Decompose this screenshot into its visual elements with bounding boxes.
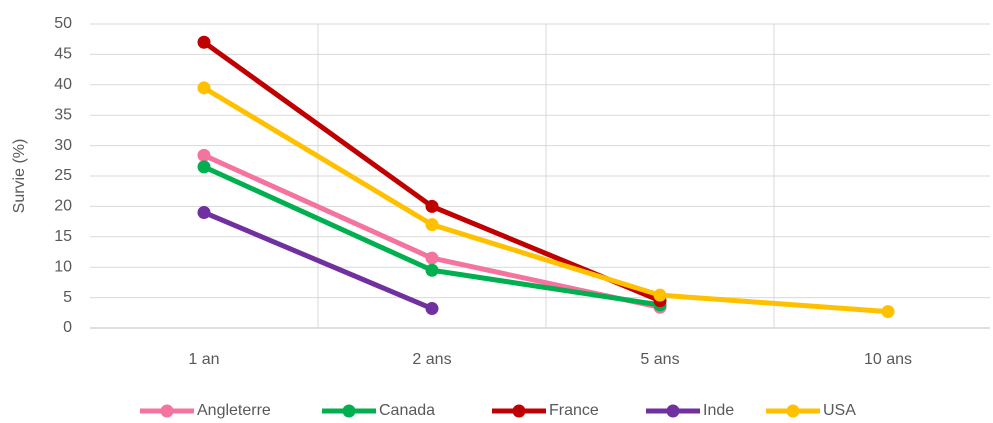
y-tick-label: 15 xyxy=(54,228,72,245)
point xyxy=(197,160,211,174)
y-tick-label: 50 xyxy=(54,15,72,32)
x-tick-label: 10 ans xyxy=(864,351,912,368)
legend-label: France xyxy=(549,402,599,419)
x-tick-label: 1 an xyxy=(188,351,219,368)
y-tick-label: 45 xyxy=(54,46,72,63)
legend-marker xyxy=(512,404,526,418)
x-tick-label: 5 ans xyxy=(640,351,679,368)
point xyxy=(197,81,211,95)
point xyxy=(425,302,439,316)
y-tick-label: 30 xyxy=(54,137,72,154)
y-tick-label: 25 xyxy=(54,167,72,184)
legend-marker xyxy=(342,404,356,418)
point xyxy=(425,251,439,265)
series-line xyxy=(202,85,889,315)
point xyxy=(197,205,211,219)
y-axis-label: Survie (%) xyxy=(11,139,28,214)
point xyxy=(197,35,211,49)
point xyxy=(881,305,895,319)
y-tick-label: 40 xyxy=(54,76,72,93)
point xyxy=(425,218,439,232)
point xyxy=(197,148,211,162)
legend-label: Inde xyxy=(703,402,734,419)
y-tick-label: 35 xyxy=(54,106,72,123)
legend-label: Angleterre xyxy=(197,402,271,419)
legend-label: Canada xyxy=(379,402,435,419)
legend-marker xyxy=(666,404,680,418)
legend-marker xyxy=(786,404,800,418)
y-tick-label: 10 xyxy=(54,258,72,275)
point xyxy=(425,263,439,277)
y-tick-label: 20 xyxy=(54,198,72,215)
series-line xyxy=(202,153,661,310)
y-tick-label: 5 xyxy=(63,289,72,306)
legend-marker xyxy=(160,404,174,418)
y-tick-label: 0 xyxy=(63,319,72,336)
series-line xyxy=(203,210,433,311)
x-tick-label: 2 ans xyxy=(412,351,451,368)
legend-label: USA xyxy=(823,402,856,419)
point xyxy=(653,288,667,302)
point xyxy=(425,199,439,213)
